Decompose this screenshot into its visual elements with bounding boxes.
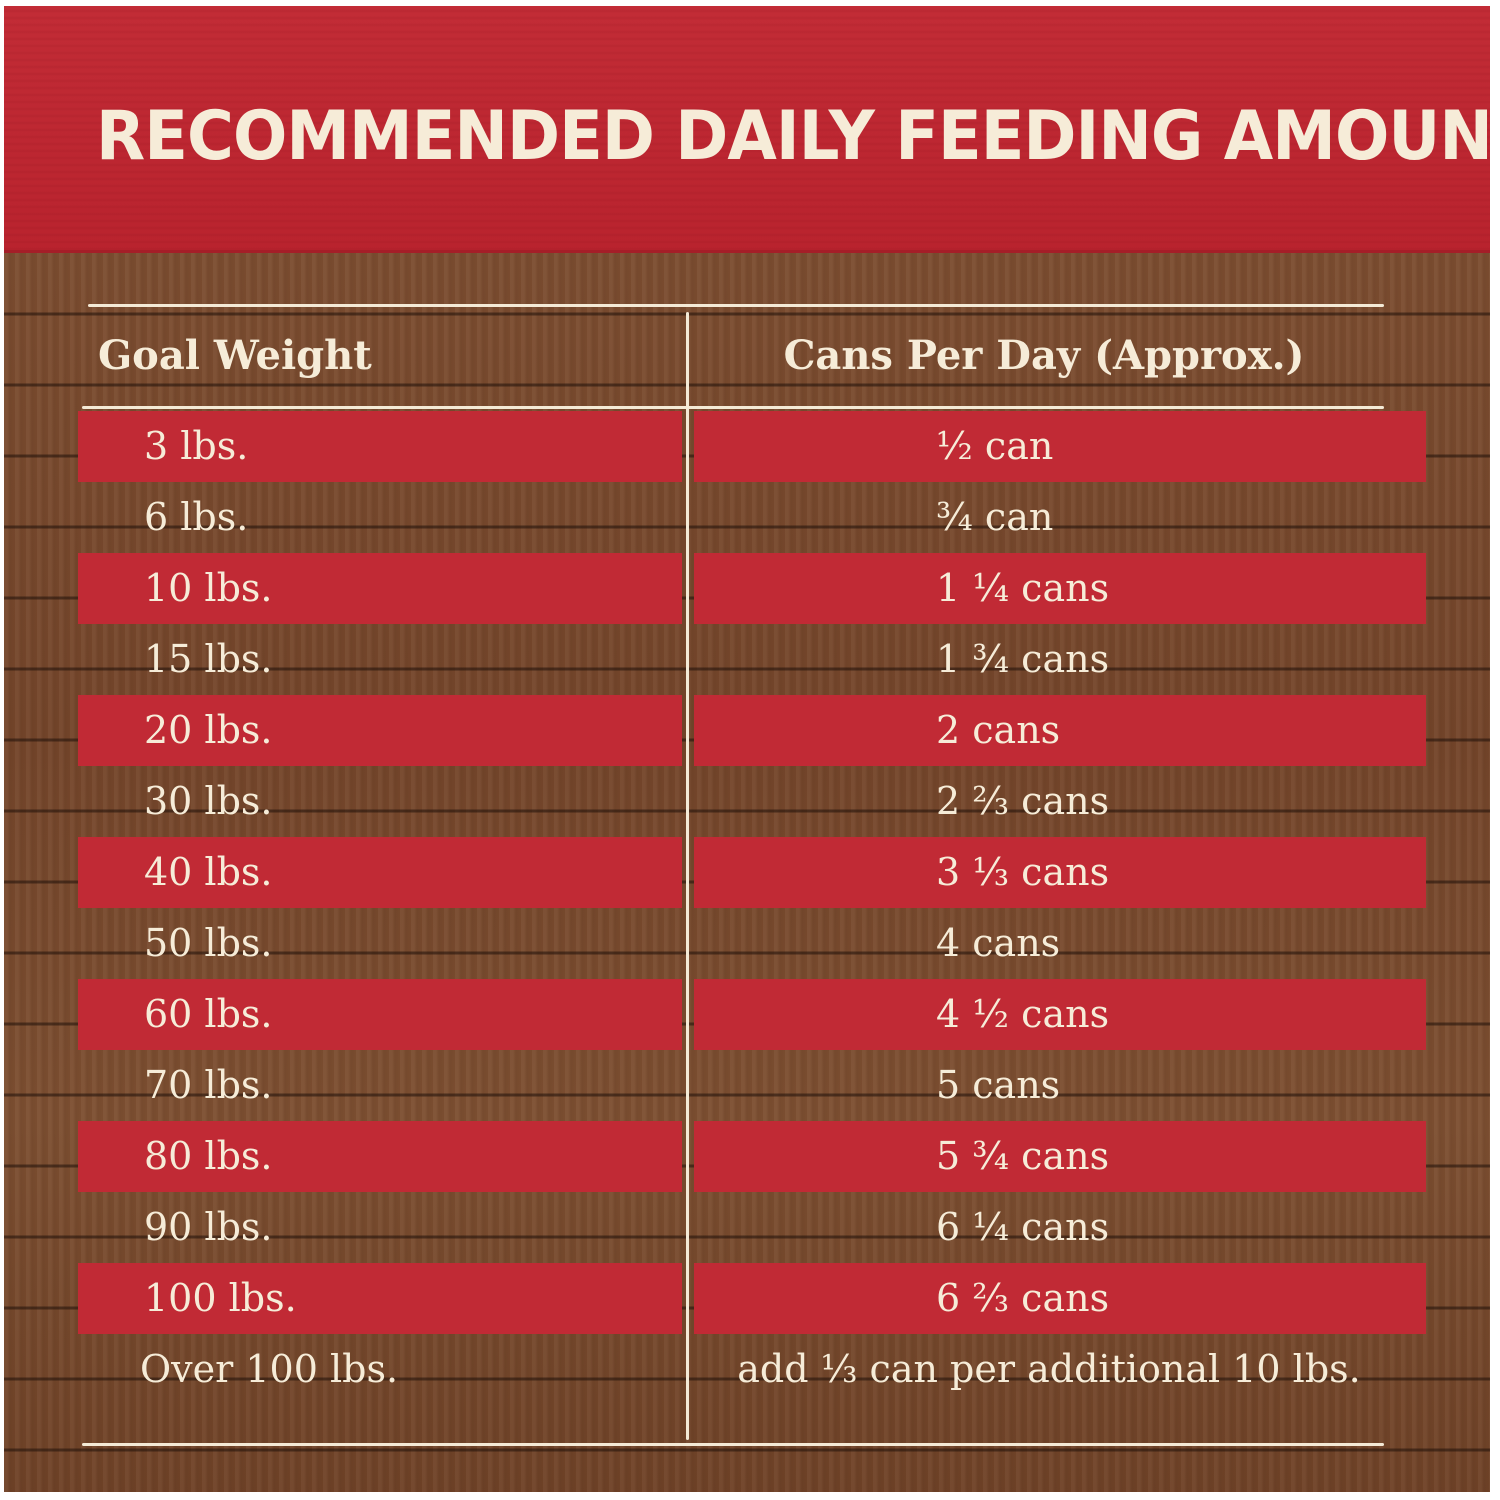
table-row: 60 lbs. 4 ½ cans: [4, 979, 1490, 1050]
table-row: 15 lbs. 1 ¾ cans: [4, 624, 1490, 695]
page-title: RECOMMENDED DAILY FEEDING AMOUNTS:: [96, 97, 1490, 176]
goal-weight-cell: 20 lbs.: [144, 708, 273, 752]
goal-weight-cell: Over 100 lbs.: [140, 1347, 399, 1391]
row-stripe-right: [694, 979, 1426, 1050]
table-row: 70 lbs. 5 cans: [4, 1050, 1490, 1121]
table-row: 40 lbs. 3 ⅓ cans: [4, 837, 1490, 908]
cans-per-day-cell: 2 cans: [936, 708, 1061, 752]
row-stripe-right: [694, 553, 1426, 624]
cans-per-day-cell: add ⅓ can per additional 10 lbs.: [737, 1347, 1361, 1391]
column-divider: [686, 312, 689, 1440]
goal-weight-cell: 60 lbs.: [144, 992, 273, 1036]
goal-weight-cell: 6 lbs.: [144, 495, 249, 539]
table-row: Over 100 lbs. add ⅓ can per additional 10…: [4, 1334, 1490, 1405]
cans-per-day-cell: 1 ¼ cans: [936, 566, 1110, 610]
row-stripe-right: [694, 1263, 1426, 1334]
table-row: 10 lbs. 1 ¼ cans: [4, 553, 1490, 624]
cans-per-day-cell: 4 cans: [936, 921, 1061, 965]
cans-per-day-cell: ¾ can: [936, 495, 1054, 539]
cans-per-day-cell: 3 ⅓ cans: [936, 850, 1110, 894]
column-header-goal-weight: Goal Weight: [98, 332, 372, 379]
goal-weight-cell: 80 lbs.: [144, 1134, 273, 1178]
goal-weight-cell: 15 lbs.: [144, 637, 273, 681]
cans-per-day-cell: 5 ¾ cans: [936, 1134, 1110, 1178]
cans-per-day-cell: 5 cans: [936, 1063, 1061, 1107]
cans-per-day-cell: 1 ¾ cans: [936, 637, 1110, 681]
title-banner: RECOMMENDED DAILY FEEDING AMOUNTS:: [4, 6, 1490, 253]
table-header-rule: [82, 406, 1384, 409]
goal-weight-cell: 100 lbs.: [144, 1276, 297, 1320]
table-row: 90 lbs. 6 ¼ cans: [4, 1192, 1490, 1263]
table-row: 30 lbs. 2 ⅔ cans: [4, 766, 1490, 837]
table-top-rule: [88, 304, 1384, 307]
row-stripe-left: [78, 979, 682, 1050]
row-stripe-left: [78, 837, 682, 908]
table-bottom-rule: [82, 1443, 1384, 1446]
row-stripe-left: [78, 553, 682, 624]
goal-weight-cell: 10 lbs.: [144, 566, 273, 610]
table-row: 20 lbs. 2 cans: [4, 695, 1490, 766]
cans-per-day-cell: 6 ⅔ cans: [936, 1276, 1110, 1320]
row-stripe-right: [694, 695, 1426, 766]
row-stripe-left: [78, 1263, 682, 1334]
chart-frame: RECOMMENDED DAILY FEEDING AMOUNTS: Goal …: [4, 6, 1490, 1492]
goal-weight-cell: 3 lbs.: [144, 424, 249, 468]
row-stripe-left: [78, 411, 682, 482]
table-row: 80 lbs. 5 ¾ cans: [4, 1121, 1490, 1192]
cans-per-day-cell: 4 ½ cans: [936, 992, 1110, 1036]
row-stripe-right: [694, 1121, 1426, 1192]
row-stripe-left: [78, 1121, 682, 1192]
table-row: 50 lbs. 4 cans: [4, 908, 1490, 979]
cans-per-day-cell: ½ can: [936, 424, 1054, 468]
table-row: 6 lbs. ¾ can: [4, 482, 1490, 553]
goal-weight-cell: 50 lbs.: [144, 921, 273, 965]
goal-weight-cell: 30 lbs.: [144, 779, 273, 823]
feeding-table-body: 3 lbs. ½ can 6 lbs. ¾ can 10 lbs. 1 ¼ cans 15 …: [4, 411, 1490, 1411]
cans-per-day-cell: 2 ⅔ cans: [936, 779, 1110, 823]
cans-per-day-cell: 6 ¼ cans: [936, 1205, 1110, 1249]
table-row: 100 lbs. 6 ⅔ cans: [4, 1263, 1490, 1334]
row-stripe-right: [694, 411, 1426, 482]
column-header-cans-per-day: Cans Per Day (Approx.): [783, 332, 1305, 379]
row-stripe-left: [78, 695, 682, 766]
row-stripe-right: [694, 837, 1426, 908]
goal-weight-cell: 90 lbs.: [144, 1205, 273, 1249]
goal-weight-cell: 40 lbs.: [144, 850, 273, 894]
table-row: 3 lbs. ½ can: [4, 411, 1490, 482]
goal-weight-cell: 70 lbs.: [144, 1063, 273, 1107]
